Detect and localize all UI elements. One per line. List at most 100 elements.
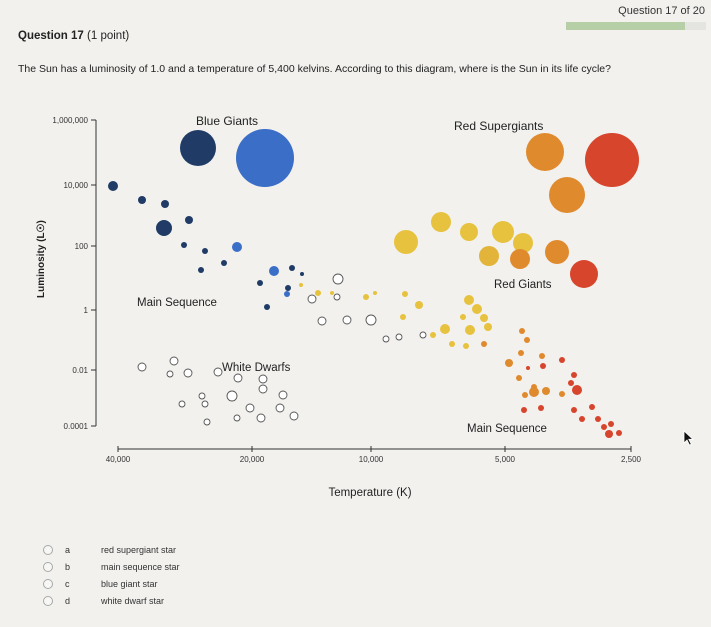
- answer-option-b[interactable]: b main sequence star: [43, 558, 180, 575]
- answer-option-c[interactable]: c blue giant star: [43, 575, 180, 592]
- star-marker-white-dwarf: [317, 316, 327, 326]
- y-tick-label: 1,000,000: [52, 116, 88, 125]
- star-marker: [465, 325, 475, 335]
- star-marker: [449, 341, 455, 347]
- star-marker: [479, 246, 499, 266]
- star-marker: [524, 337, 530, 343]
- star-marker-white-dwarf: [278, 390, 288, 400]
- y-tick-label: 1: [84, 306, 89, 315]
- star-marker: [440, 324, 450, 334]
- star-marker: [521, 407, 527, 413]
- answer-option-d[interactable]: d white dwarf star: [43, 592, 180, 609]
- star-marker: [579, 416, 585, 422]
- question-text: The Sun has a luminosity of 1.0 and a te…: [18, 63, 611, 75]
- star-marker: [605, 430, 613, 438]
- star-marker: [522, 392, 528, 398]
- star-marker: [394, 230, 418, 254]
- star-marker-white-dwarf: [245, 403, 255, 413]
- star-marker-white-dwarf: [275, 403, 285, 413]
- star-marker: [559, 391, 565, 397]
- y-tick-label: 0.01: [72, 366, 88, 375]
- star-marker-white-dwarf: [198, 392, 206, 400]
- question-counter: Question 17 of 20: [618, 5, 705, 17]
- star-marker: [156, 220, 172, 236]
- star-marker: [284, 291, 290, 297]
- x-tick-label: 40,000: [106, 455, 131, 464]
- answer-options: a red supergiant star b main sequence st…: [43, 541, 180, 609]
- star-marker: [257, 280, 263, 286]
- radio-button[interactable]: [43, 561, 53, 572]
- region-label-blue-giants: Blue Giants: [196, 114, 258, 128]
- star-marker-white-dwarf: [332, 273, 344, 285]
- star-marker: [570, 260, 598, 288]
- y-axis-label: Luminosity (L☉): [36, 220, 47, 298]
- star-marker-white-dwarf: [166, 370, 174, 378]
- y-axis: 1,000,000 10,000 100 1 0.01 0.0001 Lumin…: [36, 116, 97, 431]
- star-marker: [181, 242, 187, 248]
- y-tick-label: 100: [75, 242, 89, 251]
- option-label: white dwarf star: [101, 595, 165, 606]
- star-marker: [363, 294, 369, 300]
- x-tick-label: 2,500: [621, 455, 642, 464]
- star-marker: [519, 328, 525, 334]
- star-marker: [526, 366, 530, 370]
- star-marker: [236, 129, 294, 187]
- radio-button[interactable]: [43, 544, 53, 555]
- star-marker: [538, 405, 544, 411]
- star-marker: [108, 181, 118, 191]
- star-marker: [460, 223, 478, 241]
- star-marker: [545, 240, 569, 264]
- star-marker: [400, 314, 406, 320]
- region-label-red-supergiants: Red Supergiants: [454, 119, 543, 133]
- star-marker-white-dwarf: [226, 390, 238, 402]
- x-axis-label: Temperature (K): [328, 487, 411, 499]
- x-tick-label: 5,000: [495, 455, 516, 464]
- star-marker: [571, 407, 577, 413]
- star-marker-white-dwarf: [201, 400, 209, 408]
- star-marker: [464, 295, 474, 305]
- star-marker-white-dwarf: [256, 413, 266, 423]
- star-marker: [480, 314, 488, 322]
- star-marker: [180, 130, 216, 166]
- star-marker-white-dwarf: [233, 414, 241, 422]
- answer-option-a[interactable]: a red supergiant star: [43, 541, 180, 558]
- star-marker: [549, 177, 585, 213]
- region-label-main-sequence: Main Sequence: [137, 297, 217, 309]
- star-markers: [108, 129, 639, 438]
- star-marker: [373, 291, 377, 295]
- star-marker-white-dwarf: [395, 333, 403, 341]
- option-label: red supergiant star: [101, 544, 177, 555]
- option-letter: c: [65, 578, 70, 589]
- star-marker: [161, 200, 169, 208]
- region-label-red-giants: Red Giants: [494, 279, 552, 291]
- star-marker: [516, 375, 522, 381]
- star-marker: [198, 267, 204, 273]
- radio-button[interactable]: [43, 578, 53, 589]
- question-title: Question 17 (1 point): [18, 30, 129, 42]
- option-label: main sequence star: [101, 561, 180, 572]
- star-marker: [589, 404, 595, 410]
- star-marker: [285, 285, 291, 291]
- radio-button[interactable]: [43, 595, 53, 606]
- star-marker: [460, 314, 466, 320]
- star-marker: [430, 332, 436, 338]
- star-marker: [585, 133, 639, 187]
- star-marker-white-dwarf: [333, 293, 341, 301]
- star-marker: [529, 387, 539, 397]
- star-marker-white-dwarf: [213, 367, 223, 377]
- x-tick-label: 10,000: [359, 455, 384, 464]
- star-marker: [559, 357, 565, 363]
- star-marker-white-dwarf: [178, 400, 186, 408]
- star-marker: [202, 248, 208, 254]
- star-marker: [526, 133, 564, 171]
- region-labels: Blue Giants Red Supergiants Red Giants M…: [137, 114, 552, 435]
- x-axis: 40,000 20,000 10,000 5,000 2,500 Tempera…: [106, 446, 642, 499]
- star-marker: [616, 430, 622, 436]
- y-tick-label: 0.0001: [64, 422, 89, 431]
- progress-bar: [566, 22, 706, 30]
- star-marker-white-dwarf: [169, 356, 179, 366]
- star-marker: [138, 196, 146, 204]
- region-label-white-dwarfs: White Dwarfs: [222, 362, 291, 374]
- star-marker: [601, 424, 607, 430]
- star-marker: [300, 272, 304, 276]
